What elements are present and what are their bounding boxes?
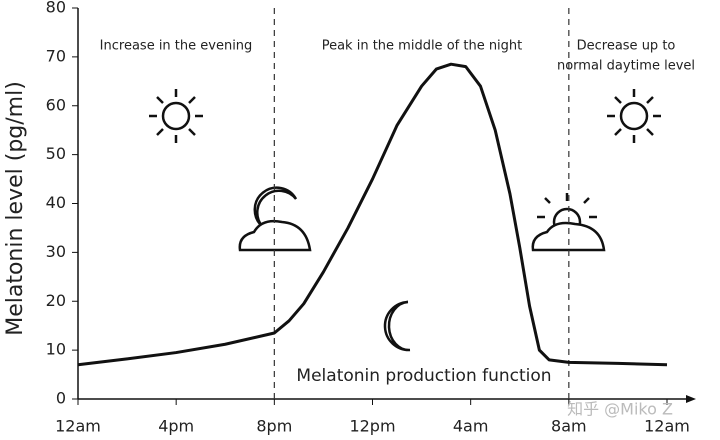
x-tick-label: 8pm xyxy=(256,417,292,436)
moon-icon xyxy=(383,300,411,352)
y-tick-label: 20 xyxy=(46,291,66,310)
sun-icon xyxy=(147,87,205,145)
annotation: normal daytime level xyxy=(557,59,695,74)
series-label: Melatonin production function xyxy=(296,366,551,386)
x-tick-label: 8am xyxy=(551,417,587,436)
y-tick-label: 0 xyxy=(56,389,66,408)
cloud-moon-icon xyxy=(238,186,312,252)
y-tick-label: 10 xyxy=(46,340,66,359)
y-axis-label: Melatonin level (pg/ml) xyxy=(3,81,28,336)
y-tick-label: 60 xyxy=(46,95,66,114)
x-tick-label: 4pm xyxy=(158,417,194,436)
annotation: Peak in the middle of the night xyxy=(322,39,523,54)
cloud-sun-icon xyxy=(531,193,606,252)
watermark: 知乎 @Miko Z xyxy=(567,400,673,419)
y-tick-label: 30 xyxy=(46,242,66,261)
x-tick-label: 12pm xyxy=(349,417,395,436)
x-tick-label: 12am xyxy=(644,417,690,436)
y-tick-label: 40 xyxy=(46,193,66,212)
annotation: Decrease up to xyxy=(577,39,676,54)
annotation: Increase in the evening xyxy=(100,39,253,54)
x-tick-label: 4am xyxy=(453,417,489,436)
y-tick-label: 70 xyxy=(46,46,66,65)
y-tick-label: 50 xyxy=(46,144,66,163)
data-line xyxy=(77,62,668,367)
x-tick-label: 12am xyxy=(55,417,101,436)
y-tick-label: 80 xyxy=(46,0,66,17)
sun-icon xyxy=(605,87,663,145)
x-axis-arrow xyxy=(686,395,696,403)
